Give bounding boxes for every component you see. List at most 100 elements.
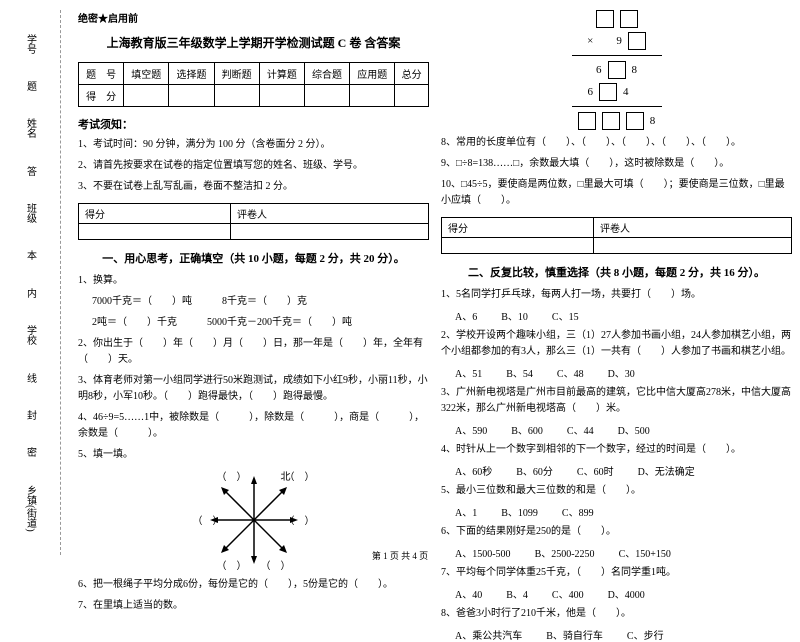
cell bbox=[593, 238, 791, 254]
opt: C、60时 bbox=[577, 463, 614, 478]
cell bbox=[395, 85, 429, 107]
th: 应用题 bbox=[350, 63, 395, 85]
binding-margin: 学号 题 姓名 答 班级 本 内 学校 线 封 密 乡镇(街道) bbox=[0, 0, 60, 565]
digit-box bbox=[628, 32, 646, 50]
opt: D、4000 bbox=[608, 586, 645, 601]
cell bbox=[304, 85, 349, 107]
digit: 6 bbox=[596, 64, 602, 76]
cell bbox=[230, 224, 428, 240]
opt: B、1099 bbox=[501, 504, 538, 519]
margin-hint: 内 bbox=[23, 288, 38, 298]
th: 计算题 bbox=[259, 63, 304, 85]
question-sub: 2吨＝（ ）千克 5000千克－200千克＝（ ）吨 bbox=[78, 315, 429, 331]
question: 2、你出生于（ ）年（ ）月（ ）日，那一年是（ ）年，全年有（ ）天。 bbox=[78, 336, 429, 368]
opt: C、15 bbox=[552, 308, 579, 323]
th: 判断题 bbox=[214, 63, 259, 85]
cell: 评卷人 bbox=[230, 204, 428, 224]
opt: A、60秒 bbox=[455, 463, 492, 478]
cell bbox=[259, 85, 304, 107]
margin-hint: 题 bbox=[23, 81, 38, 91]
digit-box bbox=[602, 112, 620, 130]
txt: 5000千克－200千克＝（ ）吨 bbox=[207, 317, 352, 328]
question: 9、□÷8=138……□，余数最大填（ ），这时被除数是（ ）。 bbox=[441, 156, 792, 172]
cell bbox=[350, 85, 395, 107]
opt: D、无法确定 bbox=[638, 463, 695, 478]
fold-line bbox=[60, 10, 61, 555]
margin-label-name: 姓名 bbox=[23, 118, 38, 138]
cell bbox=[124, 85, 169, 107]
margin-label-town: 乡镇(街道) bbox=[23, 485, 38, 532]
row bbox=[596, 10, 638, 28]
opt: A、590 bbox=[455, 422, 487, 437]
digit-box bbox=[599, 83, 617, 101]
score-table: 题 号 填空题 选择题 判断题 计算题 综合题 应用题 总分 得 分 bbox=[78, 62, 429, 107]
txt: 8千克＝（ ）克 bbox=[222, 296, 307, 307]
secret-stamp: 绝密★启用前 bbox=[78, 10, 429, 25]
th: 选择题 bbox=[169, 63, 214, 85]
blank: （ ） bbox=[217, 468, 247, 483]
options: A、1 B、1099 C、899 bbox=[441, 504, 792, 519]
th: 总分 bbox=[395, 63, 429, 85]
question: 4、46÷9=5……1中，被除数是（ ），除数是（ ），商是（ ），余数是（ ）… bbox=[78, 410, 429, 442]
marker-table: 得分评卷人 bbox=[78, 203, 429, 240]
cell: 得分 bbox=[442, 218, 594, 238]
opt: C、48 bbox=[557, 365, 584, 380]
margin-hint: 密 bbox=[23, 447, 38, 457]
paper-title: 上海教育版三年级数学上学期开学检测试题 C 卷 含答案 bbox=[78, 34, 429, 51]
question: 5、填一填。 bbox=[78, 447, 429, 463]
table-row: 题 号 填空题 选择题 判断题 计算题 综合题 应用题 总分 bbox=[79, 63, 429, 85]
opt: D、500 bbox=[618, 422, 650, 437]
blank: （ ） bbox=[193, 512, 223, 527]
margin-hint: 本 bbox=[23, 250, 38, 260]
txt: 7000千克＝（ ）吨 bbox=[92, 296, 192, 307]
opt: B、10 bbox=[501, 308, 528, 323]
question: 1、5名同学打乒乓球，每两人打一场，共要打（ ）场。 bbox=[441, 287, 792, 303]
options: A、6 B、10 C、15 bbox=[441, 308, 792, 323]
question: 7、平均每个同学体重25千克，（ ）名同学重1吨。 bbox=[441, 565, 792, 581]
opt: C、899 bbox=[562, 504, 594, 519]
opt: B、4 bbox=[506, 586, 528, 601]
opt: B、骑自行车 bbox=[546, 627, 603, 642]
options: A、590 B、600 C、44 D、500 bbox=[441, 422, 792, 437]
opt: B、600 bbox=[511, 422, 543, 437]
opt: C、400 bbox=[552, 586, 584, 601]
question: 10、□45÷5，要使商是两位数，□里最大可填（ ）；要使商是三位数，□里最小应… bbox=[441, 177, 792, 209]
opt: C、44 bbox=[567, 422, 594, 437]
margin-hint: 线 bbox=[23, 373, 38, 383]
question-sub: 7000千克＝（ ）吨 8千克＝（ ）克 bbox=[78, 294, 429, 310]
row: 8 bbox=[578, 112, 656, 130]
opt: A、乘公共汽车 bbox=[455, 627, 522, 642]
row: 68 bbox=[596, 61, 637, 79]
section2-title: 二、反复比较，慎重选择（共 8 小题，每题 2 分，共 16 分）。 bbox=[441, 264, 792, 280]
options: A、40B、4C、400D、4000 bbox=[441, 586, 792, 601]
row: 64 bbox=[588, 83, 646, 101]
question: 4、时针从上一个数字到相邻的下一个数字，经过的时间是（ ）。 bbox=[441, 442, 792, 458]
margin-hint: 封 bbox=[23, 410, 38, 420]
th: 综合题 bbox=[304, 63, 349, 85]
opt: A、6 bbox=[455, 308, 477, 323]
mult-sign: × bbox=[587, 35, 593, 47]
margin-label-school2: 学校 bbox=[23, 325, 38, 345]
question: 8、爸爸3小时行了210千米，他是（ ）。 bbox=[441, 606, 792, 622]
cell: 评卷人 bbox=[593, 218, 791, 238]
opt: B、54 bbox=[506, 365, 533, 380]
options: A、51B、54C、48D、30 bbox=[441, 365, 792, 380]
opt: A、1 bbox=[455, 504, 477, 519]
txt: 2吨＝（ ）千克 bbox=[92, 317, 177, 328]
row: × 9 bbox=[587, 32, 646, 50]
rule-line bbox=[572, 106, 662, 107]
marker-table: 得分评卷人 bbox=[441, 217, 792, 254]
section1-title: 一、用心思考，正确填空（共 10 小题，每题 2 分，共 20 分）。 bbox=[78, 250, 429, 266]
multiplication-problem: × 9 68 64 8 bbox=[441, 10, 792, 130]
question: 6、把一根绳子平均分成6份，每份是它的（ ），5份是它的（ ）。 bbox=[78, 577, 429, 593]
margin-label-class: 班级 bbox=[23, 203, 38, 223]
notice-item: 1、考试时间：90 分钟，满分为 100 分（含卷面分 2 分）。 bbox=[78, 137, 429, 153]
notice-heading: 考试须知： bbox=[78, 116, 429, 132]
cell bbox=[442, 238, 594, 254]
digit-box bbox=[626, 112, 644, 130]
digit-box bbox=[620, 10, 638, 28]
question: 6、下面的结果刚好是250的是（ ）。 bbox=[441, 524, 792, 540]
content-area: 绝密★启用前 上海教育版三年级数学上学期开学检测试题 C 卷 含答案 题 号 填… bbox=[60, 0, 800, 565]
th: 填空题 bbox=[124, 63, 169, 85]
right-column: × 9 68 64 8 8、常用的长度单位有（ ）、（ ）、（ ）、（ ）、（ … bbox=[441, 10, 792, 557]
